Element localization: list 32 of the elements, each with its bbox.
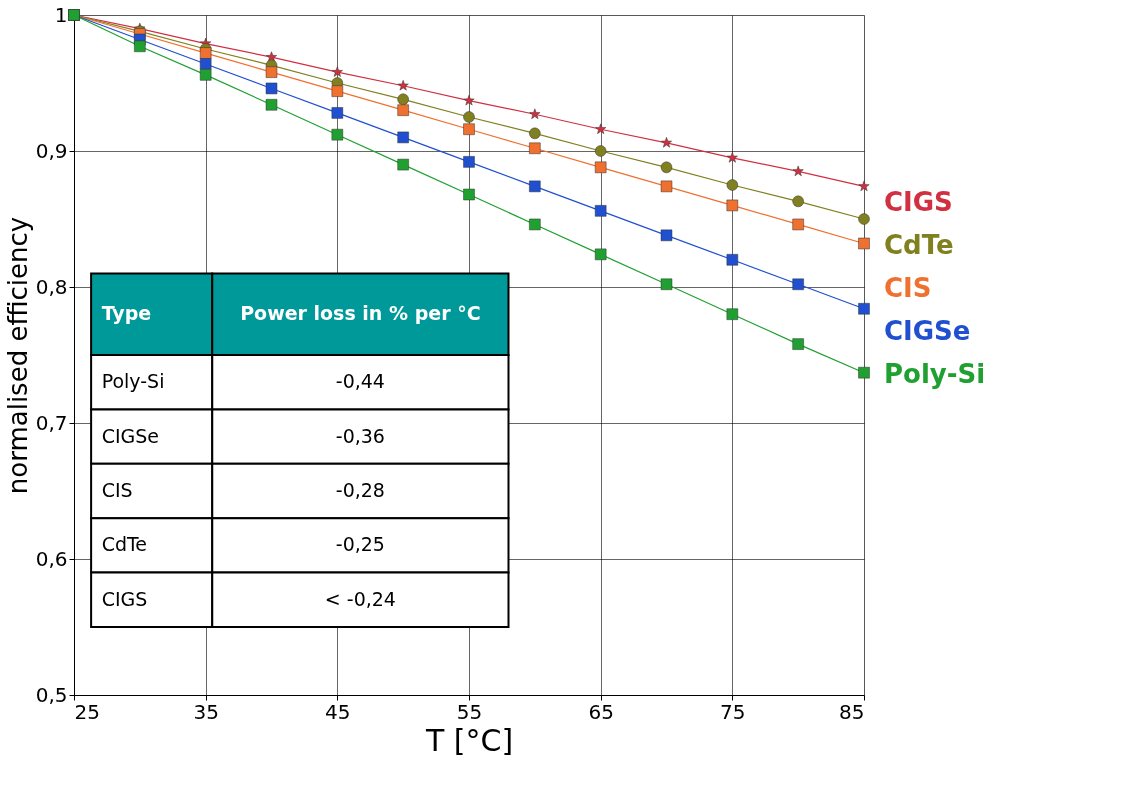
x-tick-label: 35: [193, 699, 219, 724]
y-tick-label: 0,7: [35, 410, 68, 435]
x-tick-label: 75: [720, 699, 746, 724]
annotation: Power loss in % per °C: [240, 302, 481, 325]
y-tick-label: 0,8: [35, 274, 68, 299]
series-label: CIGSe: [884, 316, 971, 346]
series-label: CdTe: [884, 230, 954, 260]
y-axis-title: normalised efficiency: [2, 216, 33, 495]
x-tick-label: 25: [74, 699, 100, 724]
y-tick-label: 0,9: [35, 138, 68, 163]
annotation: CIGSe: [101, 424, 159, 447]
series-label: CIS: [884, 273, 932, 303]
y-tick-label: 0,5: [35, 682, 68, 707]
x-axis-title: T [°C]: [424, 722, 514, 758]
x-tick-label: 45: [325, 699, 351, 724]
annotation: CdTe: [101, 533, 148, 556]
annotation: -0,28: [335, 479, 385, 501]
annotation: -0,36: [335, 424, 385, 447]
y-tick-label: 1: [54, 2, 68, 27]
annotation: -0,25: [335, 533, 385, 556]
annotation: < -0,24: [324, 587, 396, 610]
x-tick-label: 85: [839, 699, 865, 724]
series-label: Poly-Si: [884, 359, 986, 389]
annotation: CIS: [101, 479, 133, 501]
y-tick-label: 0,6: [35, 546, 68, 571]
annotation: CIGS: [101, 587, 148, 610]
series-label: CIGS: [884, 187, 953, 217]
annotation: Type: [101, 302, 152, 325]
x-tick-label: 55: [456, 699, 483, 724]
x-tick-label: 65: [588, 699, 614, 724]
annotation: Poly-Si: [101, 370, 165, 393]
annotation: -0,44: [335, 370, 385, 393]
